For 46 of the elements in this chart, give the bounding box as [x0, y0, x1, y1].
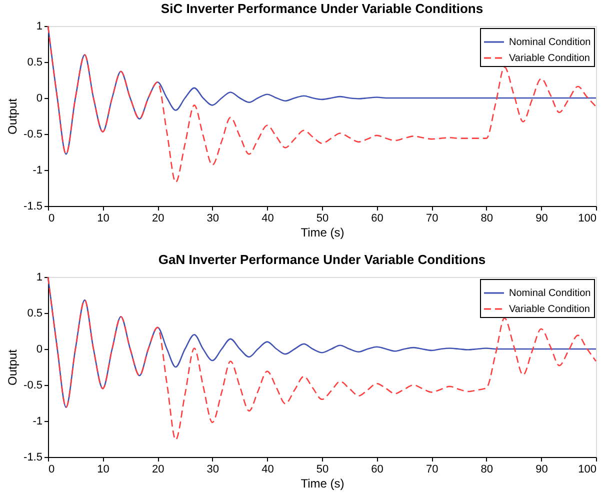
y-tick-label: -0.5	[24, 380, 42, 392]
x-axis-title: Time (s)	[300, 476, 344, 490]
y-axis-title: Output	[6, 98, 20, 135]
line-series	[47, 276, 597, 440]
x-tick-label: 70	[426, 464, 438, 476]
x-tick-label: 50	[316, 464, 329, 476]
x-tick-label: 40	[262, 212, 274, 224]
y-tick-label: -1	[32, 416, 42, 428]
chart-title: GaN Inverter Performance Under Variable Conditions	[158, 252, 486, 267]
y-tick-label: -1.5	[24, 452, 42, 464]
y-tick-label: 1	[36, 272, 42, 284]
x-tick-label: 10	[97, 212, 110, 224]
x-tick-label: 60	[371, 212, 384, 224]
x-tick-label: 20	[152, 464, 164, 476]
x-tick-label: 30	[206, 212, 220, 224]
y-tick-label: 0	[36, 344, 42, 356]
y-tick-label: -1.5	[24, 200, 42, 212]
y-tick-label: 1	[36, 20, 42, 32]
x-tick-label: 50	[316, 212, 329, 224]
x-tick-label: 10	[97, 464, 110, 476]
y-tick-label: 0.5	[27, 308, 42, 320]
chart-title: SiC Inverter Performance Under Variable Conditions	[160, 1, 484, 16]
x-tick-label: 30	[206, 464, 220, 476]
x-tick-label: 0	[48, 212, 55, 224]
x-tick-label: 90	[536, 212, 548, 224]
legend-label: Nominal Condition	[509, 37, 591, 48]
x-tick-label: 70	[426, 212, 438, 224]
y-axis-title: Output	[6, 348, 20, 386]
x-tick-label: 0	[48, 464, 55, 476]
y-tick-label: 0	[36, 92, 42, 104]
x-tick-label: 100	[578, 464, 596, 476]
x-tick-label: 100	[578, 212, 596, 224]
legend-label: Variable Condition	[509, 304, 590, 315]
y-tick-label: 0.5	[27, 56, 42, 68]
x-tick-label: 90	[536, 464, 548, 476]
x-tick-label: 80	[480, 212, 494, 224]
y-tick-label: -0.5	[24, 128, 42, 140]
x-tick-label: 20	[152, 212, 164, 224]
line-series	[47, 25, 597, 183]
x-tick-label: 60	[371, 464, 384, 476]
x-tick-label: 40	[262, 464, 274, 476]
y-tick-label: -1	[32, 164, 42, 176]
legend-label: Variable Condition	[509, 53, 590, 64]
x-axis-title: Time (s)	[300, 226, 344, 240]
legend-label: Nominal Condition	[509, 288, 591, 299]
x-tick-label: 80	[480, 464, 494, 476]
